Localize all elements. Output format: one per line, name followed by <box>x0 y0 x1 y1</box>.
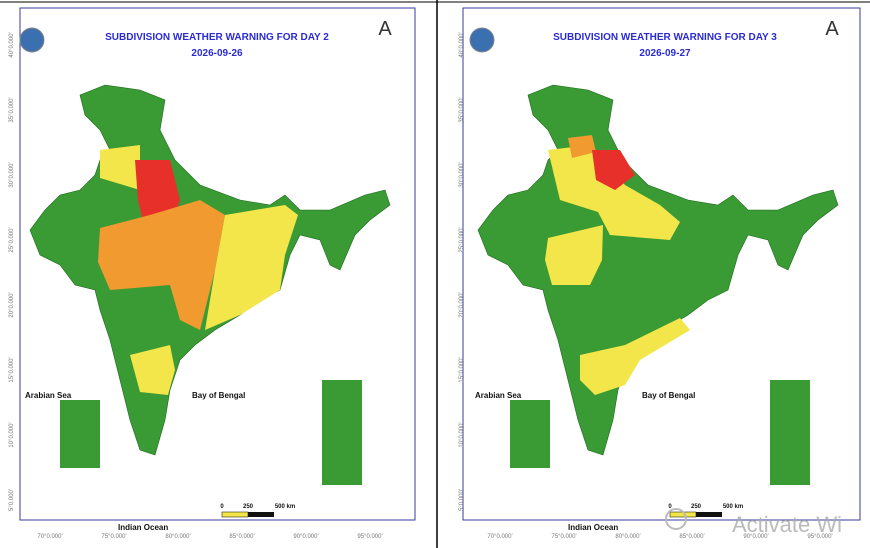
lat-label: 20°0.000' <box>9 292 15 317</box>
watermark: Activate Wi <box>732 512 842 537</box>
panel-title: SUBDIVISION WEATHER WARNING FOR DAY 2 <box>105 32 329 43</box>
scale-label: 250 <box>243 504 254 510</box>
scale-label: 0 <box>220 504 224 510</box>
sea-label: Bay of Bengal <box>192 391 245 400</box>
lon-label: 85°0.000' <box>229 534 254 540</box>
panel: A SUBDIVISION WEATHER WARNING FOR DAY 3 … <box>459 7 861 540</box>
lat-label: 40°0.000' <box>459 32 465 57</box>
lat-label: 40°0.000' <box>9 32 15 57</box>
lat-label: 30°0.000' <box>9 162 15 187</box>
svg-text:A: A <box>378 18 392 40</box>
sea-label: Arabian Sea <box>475 391 522 400</box>
lon-label: 75°0.000' <box>551 534 576 540</box>
sea-label: Indian Ocean <box>568 523 618 532</box>
panel: A SUBDIVISION WEATHER WARNING FOR DAY 2 … <box>9 7 416 540</box>
scale-label: 0 <box>668 504 672 510</box>
lon-label: 80°0.000' <box>615 534 640 540</box>
lat-label: 5°0.000' <box>9 489 15 511</box>
svg-text:A: A <box>825 18 839 40</box>
lon-label: 70°0.000' <box>487 534 512 540</box>
lon-label: 75°0.000' <box>101 534 126 540</box>
lat-label: 5°0.000' <box>459 489 465 511</box>
lat-label: 35°0.000' <box>9 97 15 122</box>
sea-label: Arabian Sea <box>25 391 72 400</box>
lon-label: 70°0.000' <box>37 534 62 540</box>
panel-title: SUBDIVISION WEATHER WARNING FOR DAY 3 <box>553 32 777 43</box>
lon-label: 95°0.000' <box>357 534 382 540</box>
lat-label: 25°0.000' <box>9 227 15 252</box>
lat-label: 20°0.000' <box>459 292 465 317</box>
lat-label: 10°0.000' <box>459 422 465 447</box>
lon-label: 90°0.000' <box>293 534 318 540</box>
lat-label: 10°0.000' <box>9 422 15 447</box>
lat-label: 15°0.000' <box>9 357 15 382</box>
lon-label: 85°0.000' <box>679 534 704 540</box>
lat-label: 30°0.000' <box>459 162 465 187</box>
lon-label: 80°0.000' <box>165 534 190 540</box>
scale-label: 250 <box>691 504 702 510</box>
scale-label: 500 km <box>723 504 743 510</box>
sea-label: Indian Ocean <box>118 523 168 532</box>
lat-label: 35°0.000' <box>459 97 465 122</box>
lat-label: 25°0.000' <box>459 227 465 252</box>
scale-label: 500 km <box>275 504 295 510</box>
panel-date: 2026-09-27 <box>639 48 691 59</box>
lat-label: 15°0.000' <box>459 357 465 382</box>
sea-label: Bay of Bengal <box>642 391 695 400</box>
panel-date: 2026-09-26 <box>191 48 243 59</box>
lon-label: 95°0.000' <box>807 534 832 540</box>
lon-label: 90°0.000' <box>743 534 768 540</box>
